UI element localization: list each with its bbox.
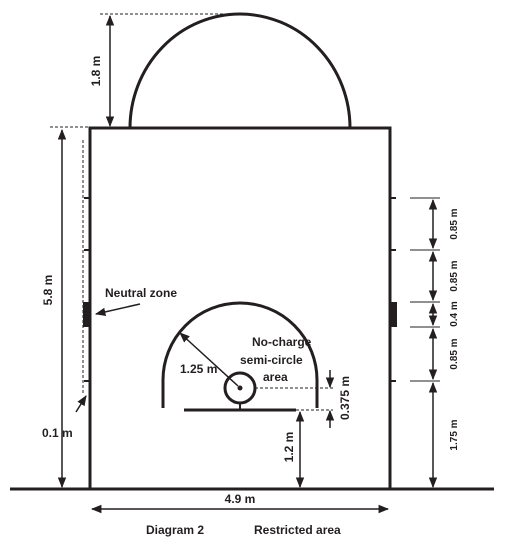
radius-label: 1.25 m — [180, 362, 217, 376]
basket-center — [237, 385, 243, 391]
free-throw-semicircle — [128, 12, 352, 129]
neutral-zone-pointer — [94, 303, 141, 317]
side-hash-marks — [84, 197, 396, 382]
radius-arrow — [179, 332, 239, 387]
caption-number: Diagram 2 — [146, 523, 204, 537]
dim-right-2-label: 0.85 m — [449, 260, 460, 291]
caption-title: Restricted area — [254, 523, 341, 537]
dim-offset-label: 0.1 m — [42, 426, 73, 440]
no-charge-semicircle — [161, 301, 319, 408]
no-charge-label-2: semi-circle — [240, 353, 303, 367]
no-charge-label-3: area — [263, 370, 288, 384]
dim-bottom-label: 4.9 m — [225, 492, 256, 506]
dim-left-label: 5.8 m — [41, 275, 55, 306]
dim-top-label: 1.8 m — [89, 56, 103, 87]
no-charge-label-1: No-charge — [252, 335, 312, 349]
dim-offset-375-label: 0.375 m — [338, 376, 352, 420]
dim-right-1-label: 0.85 m — [449, 208, 460, 239]
neutral-zone-label: Neutral zone — [105, 286, 177, 300]
right-dimension-ticks — [410, 197, 440, 382]
restricted-area-outline — [88, 126, 392, 489]
dim-right-3-label: 0.4 m — [449, 301, 460, 327]
dim-backboard-label: 1.2 m — [282, 432, 296, 463]
dim-right-5-label: 1.75 m — [449, 419, 460, 450]
neutral-zone-block-right — [390, 302, 397, 327]
dim-offset-arrow — [75, 395, 87, 413]
neutral-zone-block-left — [83, 302, 90, 327]
dim-right-4-label: 0.85 m — [449, 338, 460, 369]
